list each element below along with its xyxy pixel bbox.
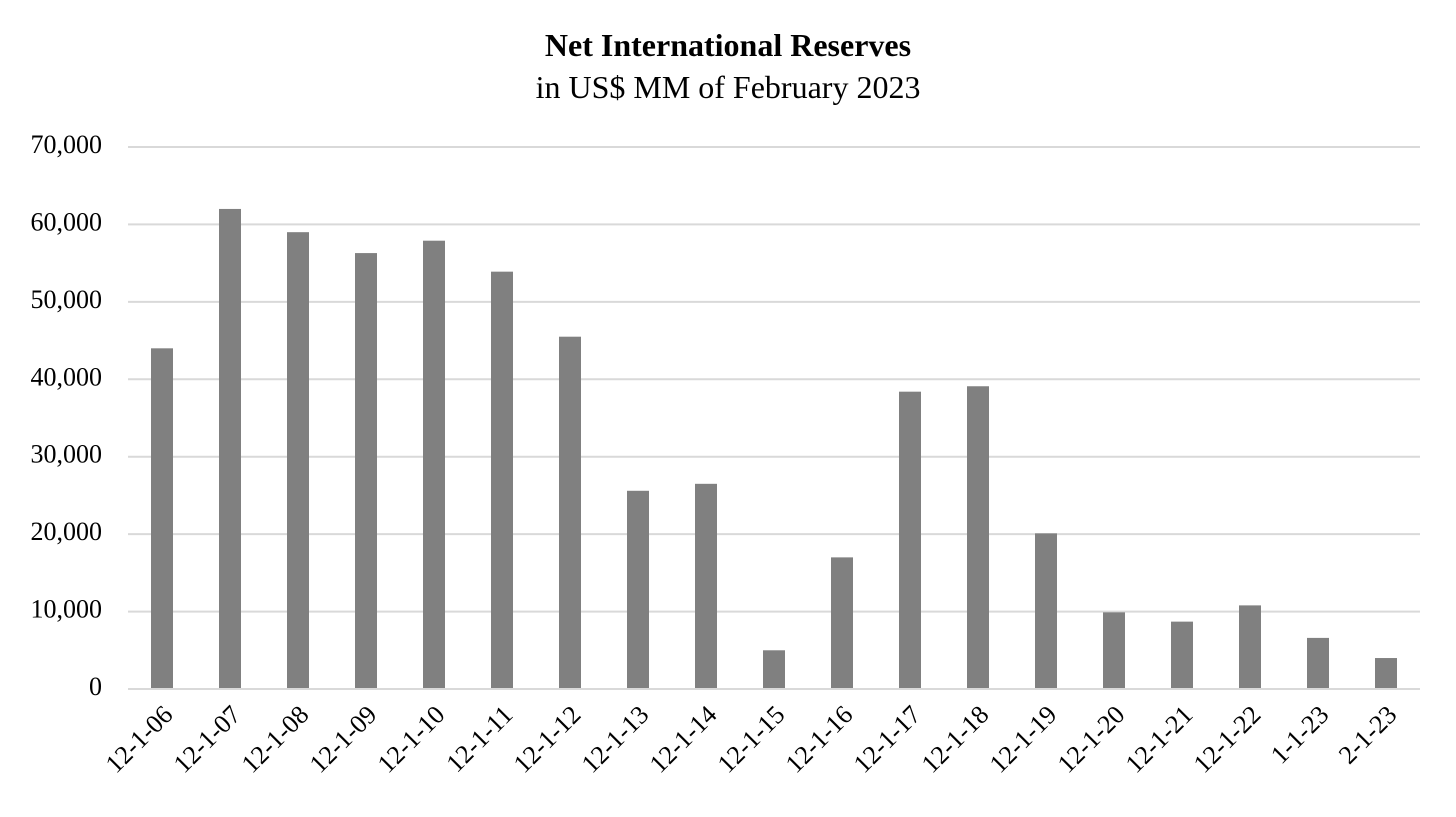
bar [491, 271, 513, 689]
x-tick-label: 12-1-11 [440, 700, 518, 778]
bar [1307, 637, 1329, 689]
x-tick-label: 1-1-23 [1265, 700, 1335, 770]
bar [355, 253, 377, 689]
x-tick-label: 12-1-19 [984, 700, 1063, 779]
y-tick-label: 20,000 [31, 517, 103, 546]
bar [559, 336, 581, 689]
x-tick-label: 12-1-18 [916, 700, 995, 779]
y-tick-label: 70,000 [31, 130, 103, 159]
x-tick-label: 12-1-17 [848, 700, 927, 779]
y-tick-label: 50,000 [31, 285, 103, 314]
bar [1171, 621, 1193, 689]
bar [831, 557, 853, 689]
bar [151, 348, 173, 689]
x-tick-label: 12-1-13 [576, 700, 655, 779]
x-tick-label: 12-1-09 [304, 700, 383, 779]
x-tick-label: 12-1-16 [780, 700, 859, 779]
bar [287, 232, 309, 689]
x-tick-label: 12-1-07 [168, 700, 247, 779]
bar [695, 483, 717, 689]
x-tick-label: 12-1-06 [100, 700, 179, 779]
bar [1239, 605, 1261, 689]
chart-title: Net International Reserves [545, 27, 911, 63]
bar [967, 386, 989, 689]
x-tick-label: 12-1-14 [644, 700, 723, 779]
y-tick-label: 30,000 [31, 440, 103, 469]
x-tick-label: 2-1-23 [1333, 700, 1403, 770]
bar [627, 490, 649, 689]
chart-subtitle: in US$ MM of February 2023 [536, 69, 921, 105]
x-tick-label: 12-1-20 [1052, 700, 1131, 779]
bar [1375, 658, 1397, 689]
bar [763, 650, 785, 689]
y-tick-label: 10,000 [31, 595, 103, 624]
bar [423, 240, 445, 689]
bar [1035, 533, 1057, 689]
y-tick-label: 60,000 [31, 207, 103, 236]
bar [219, 208, 241, 689]
x-tick-label: 12-1-08 [236, 700, 315, 779]
bar [1103, 612, 1125, 689]
y-tick-label: 40,000 [31, 362, 103, 391]
x-tick-label: 12-1-22 [1188, 700, 1267, 779]
bar [899, 391, 921, 689]
y-tick-label: 0 [89, 672, 102, 701]
x-tick-label: 12-1-12 [508, 700, 587, 779]
x-tick-label: 12-1-15 [712, 700, 791, 779]
x-tick-label: 12-1-10 [372, 700, 451, 779]
x-tick-label: 12-1-21 [1120, 700, 1199, 779]
